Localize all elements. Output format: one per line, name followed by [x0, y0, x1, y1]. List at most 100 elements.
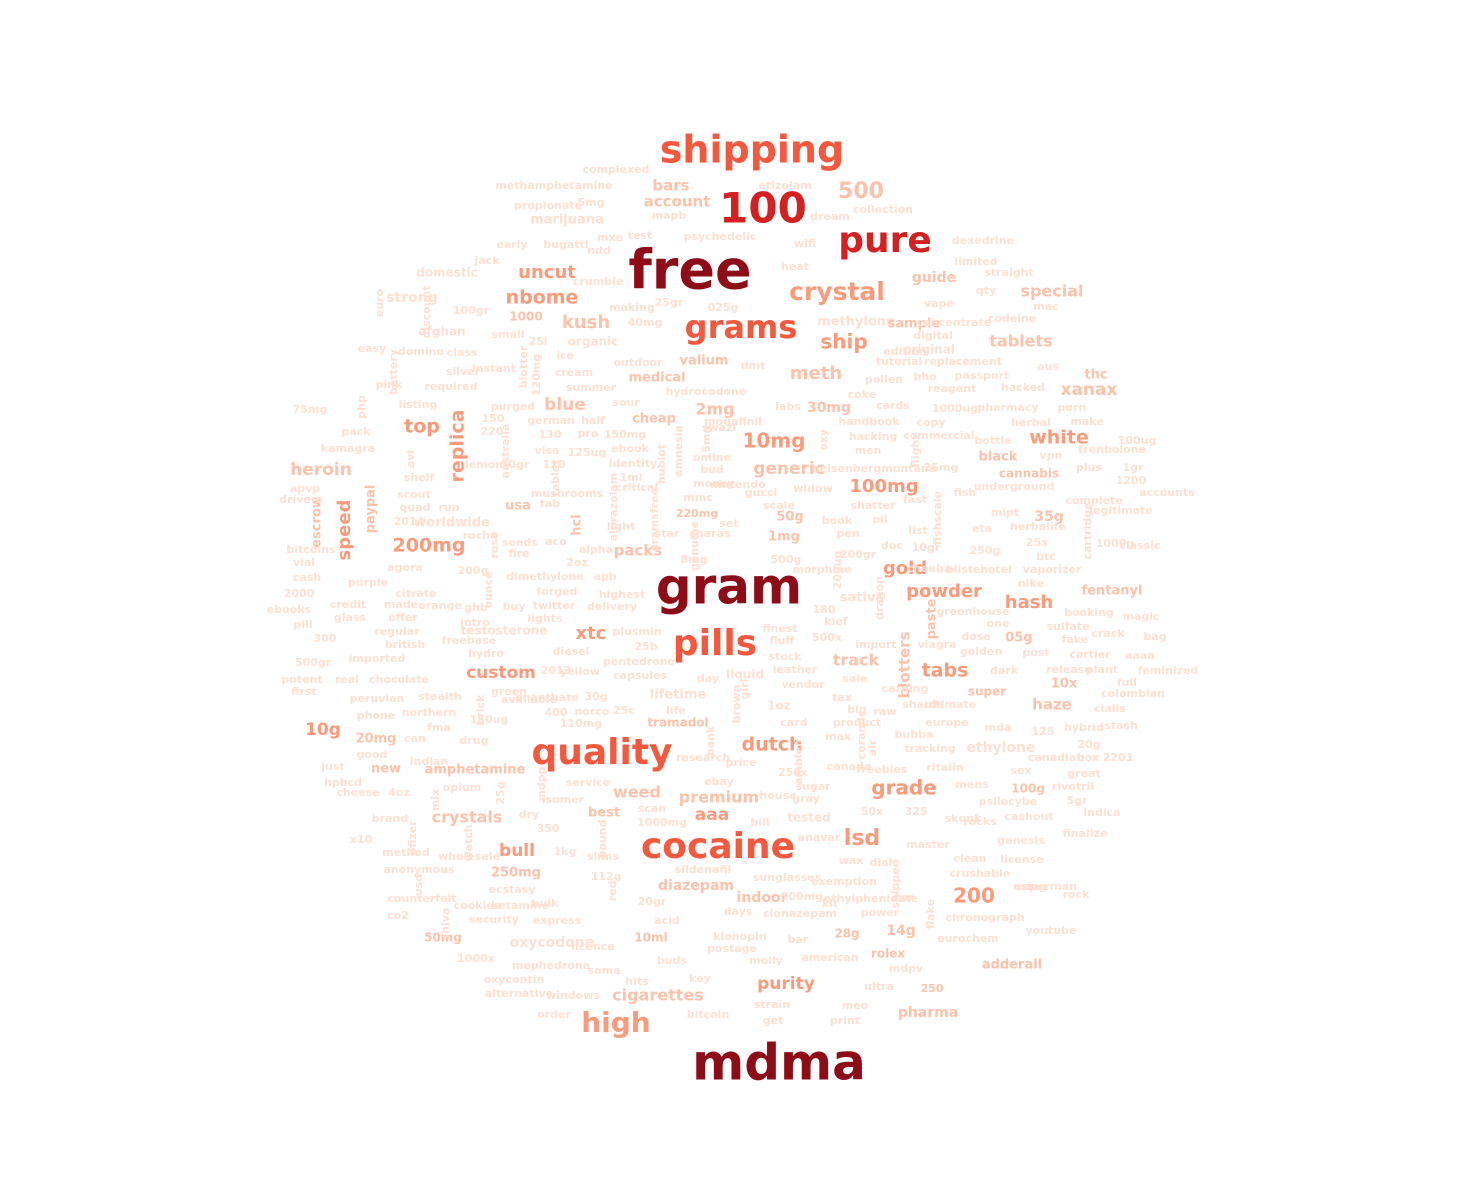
word-haze: haze	[1032, 696, 1072, 714]
word-ounce: ounce	[482, 571, 495, 608]
word-scan: scan	[638, 802, 666, 815]
word-10gr: 10gr	[912, 541, 941, 554]
word-regular: regular	[374, 625, 420, 638]
word-diesel: diesel	[553, 645, 590, 658]
word-150: 150	[482, 412, 505, 425]
word-110mg: 110mg	[560, 717, 602, 730]
word-reagent: reagent	[928, 382, 977, 395]
word-gray: gray	[792, 792, 820, 805]
word-hpbcd: hpbcd	[324, 776, 362, 789]
word-real: real	[335, 673, 359, 686]
word-chocolate: chocolate	[369, 673, 429, 686]
word-tab: tab	[540, 497, 561, 510]
word-heroin: heroin	[290, 460, 352, 480]
word-forged: forged	[537, 585, 578, 598]
word-packs: packs	[614, 542, 663, 560]
word-paste: paste	[925, 598, 940, 639]
word-super: super	[968, 685, 1006, 699]
word-orange: orange	[418, 599, 462, 612]
word-aaaa: aaaa	[1125, 649, 1155, 662]
word-bho: bho	[913, 370, 937, 383]
word-first: first	[291, 685, 316, 698]
word-avi: avi	[404, 450, 417, 468]
word-hacked: hacked	[1001, 381, 1045, 394]
word-amphetamine: amphetamine	[425, 763, 526, 778]
word-nintendo: nintendo	[710, 478, 766, 491]
word-strong: strong	[386, 290, 438, 306]
word-indoor: indoor	[737, 890, 788, 906]
word-exemption: exemption	[811, 875, 877, 888]
word-ebay: ebay	[704, 775, 734, 788]
word-cannabis: cannabis	[999, 467, 1059, 481]
word-fma: fma	[427, 721, 451, 734]
word-nbome: nbome	[506, 287, 579, 309]
word-youtube: youtube	[1026, 924, 1077, 937]
word-special: special	[1020, 282, 1083, 301]
word-new: new	[371, 762, 401, 777]
word-shiva: shiva	[439, 908, 452, 941]
word-men: men	[855, 444, 882, 457]
word-fast: fast	[903, 493, 927, 506]
word-100gr: 100gr	[453, 304, 490, 317]
word-sativa: sativa	[840, 591, 884, 606]
word-ebook: ebook	[611, 442, 649, 455]
word-aus: aus	[1037, 360, 1059, 373]
word-sildenafil: sildenafil	[675, 863, 732, 876]
word-dexedrine: dexedrine	[952, 234, 1014, 247]
word-porn: porn	[1058, 401, 1087, 414]
word-full: full	[1117, 676, 1137, 689]
word-mephedrone: mephedrone	[512, 959, 590, 972]
word-life: life	[666, 704, 686, 717]
word-legitimate: legitimate	[1089, 504, 1153, 517]
word-pro: pro	[578, 427, 599, 440]
word-hublot: hublot	[655, 444, 668, 484]
word-vape: vape	[924, 297, 954, 310]
word-run: run	[438, 501, 459, 514]
word-visa: visa	[535, 444, 560, 457]
word-bud: bud	[700, 463, 724, 476]
word-agora: agora	[387, 561, 423, 574]
word-straight: straight	[984, 266, 1033, 279]
word-wholesale: wholesale	[438, 850, 500, 863]
word-canada: canada	[827, 760, 872, 773]
word-bugatti: bugatti	[543, 238, 588, 251]
word-one: one	[987, 617, 1010, 630]
word-025g: 025g	[708, 301, 739, 314]
word-sugar: sugar	[795, 780, 831, 793]
word-usd: usd	[412, 874, 425, 896]
word-bill: bill	[750, 816, 769, 829]
word-norco: norco	[575, 705, 610, 718]
word-5mg: 5mg	[578, 196, 605, 209]
word-aaa: aaa	[695, 805, 729, 825]
word-250x: 250x	[778, 766, 808, 779]
word-100g: 100g	[1011, 782, 1045, 796]
word-labs: labs	[775, 400, 801, 413]
word-molly: molly	[749, 954, 783, 967]
word-cards: cards	[876, 399, 910, 412]
word-alprazolam: alprazolam	[607, 473, 620, 542]
word-stock: stock	[768, 650, 802, 663]
word-class: class	[447, 346, 478, 359]
word-highest: highest	[599, 588, 646, 601]
word-carding: carding	[882, 682, 929, 695]
word-25g: 25g	[494, 781, 507, 804]
word-crystals: crystals	[432, 808, 503, 827]
word-greenhouse: greenhouse	[936, 605, 1009, 618]
word-shipping: shipping	[660, 128, 844, 172]
word-250: 250	[921, 982, 944, 995]
word-premium: premium	[679, 788, 759, 807]
word-dmt: dmt	[741, 359, 766, 372]
word-tramadol: tramadol	[647, 716, 708, 730]
word-chronograph: chronograph	[945, 911, 1024, 924]
word-vaporizer: vaporizer	[1023, 563, 1082, 576]
word-security: security	[469, 913, 519, 926]
word-light: light	[607, 520, 636, 533]
word-28g: 28g	[834, 927, 859, 941]
word-doc: doc	[881, 539, 903, 552]
word-powder: powder	[906, 581, 982, 602]
word-cashout: cashout	[1005, 810, 1054, 823]
word-fire: fire	[508, 547, 529, 560]
word-indian: indian	[410, 755, 449, 768]
word-finalize: finalize	[1063, 827, 1108, 840]
word-ecstasy: ecstasy	[489, 883, 536, 896]
